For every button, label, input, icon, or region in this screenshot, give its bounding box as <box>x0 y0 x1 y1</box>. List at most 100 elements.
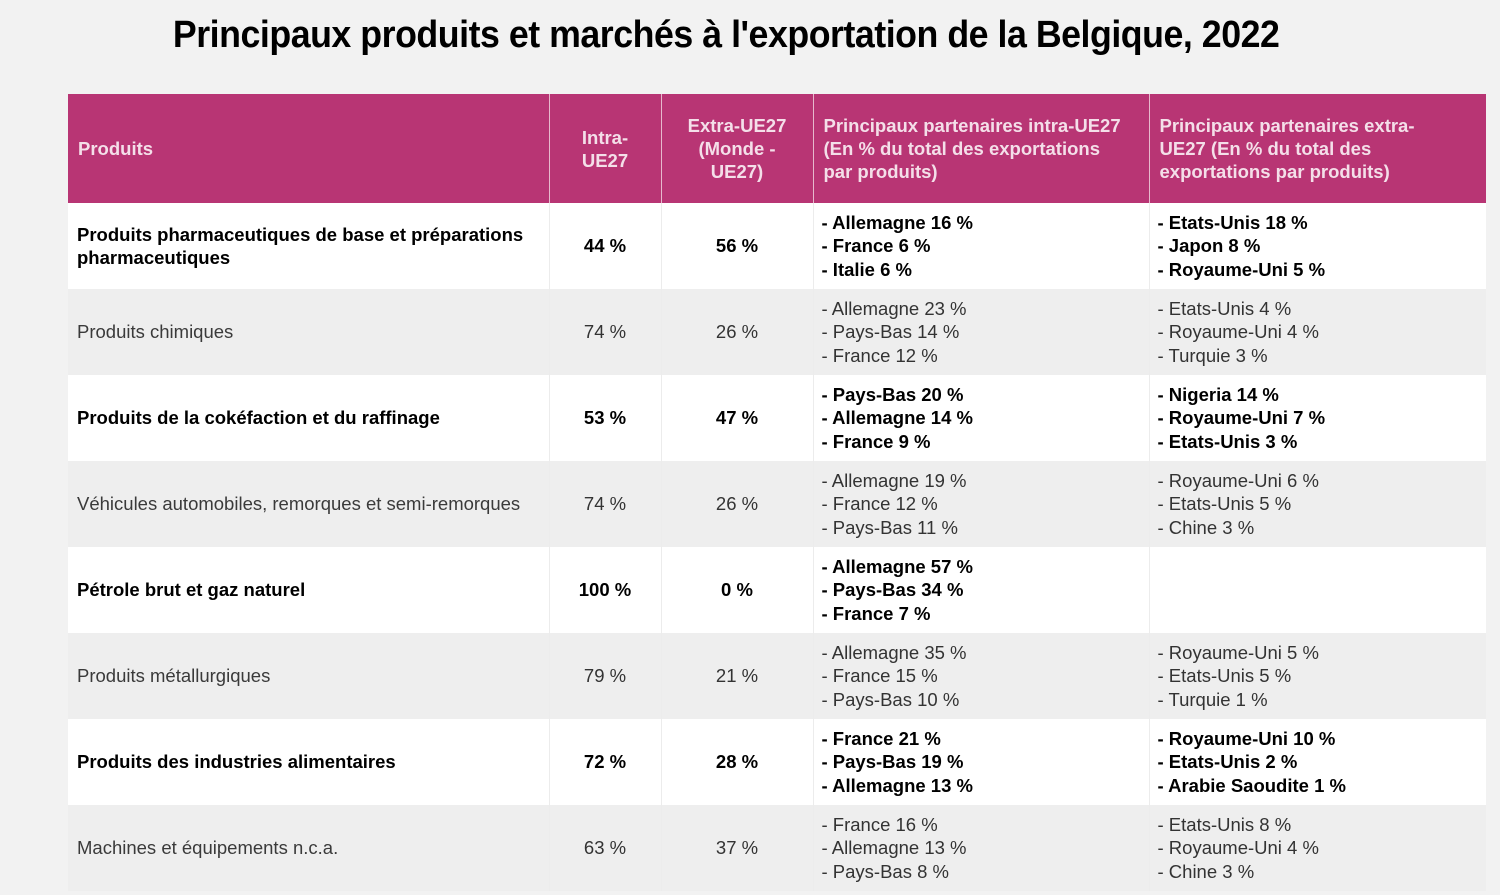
partner-entry: - Allemagne 16 % <box>821 211 973 233</box>
partner-entry: - France 16 % <box>821 813 938 835</box>
cell-partners-intra: - Allemagne 35 % - France 15 % - Pays-Bas … <box>813 633 1150 719</box>
header-partners-extra-text: Principaux partenaires extra-UE27 (En % … <box>1159 115 1415 182</box>
cell-partners-intra: - France 16 % - Allemagne 13 % - Pays-Bas … <box>813 805 1150 891</box>
cell-product: Produits chimiques <box>68 289 550 375</box>
table-row: Produits chimiques 74 % 26 % - Allemagne… <box>68 289 1486 375</box>
partner-entry: - Pays-Bas 11 % <box>821 516 958 538</box>
partner-entry: - Etats-Unis 5 % <box>1157 493 1292 515</box>
partner-entry: - Pays-Bas 14 % <box>821 321 960 343</box>
partner-entry: - Turquie 3 % <box>1157 344 1268 366</box>
cell-intra: 53 % <box>549 375 662 461</box>
table-row: Produits métallurgiques 79 % 21 % - Alle… <box>68 633 1486 719</box>
header-extra-text: Extra-UE27 (Monde - UE27) <box>687 115 787 182</box>
partner-entry: - Royaume-Uni 7 % <box>1157 407 1326 429</box>
partner-entry: - Italie 6 % <box>821 258 912 280</box>
header-intra-text: Intra-UE27 <box>581 126 629 171</box>
cell-partners-extra: - Etats-Unis 18 % - Japon 8 % - Royaume-Un… <box>1149 203 1486 289</box>
partner-entry: - Etats-Unis 5 % <box>1157 665 1292 687</box>
cell-extra: 56 % <box>661 203 814 289</box>
partner-entry: - Royaume-Uni 10 % <box>1157 727 1336 749</box>
partner-entry: - France 7 % <box>821 602 931 624</box>
partner-entry: - Pays-Bas 8 % <box>821 860 950 882</box>
partner-entry: - Chine 3 % <box>1157 860 1255 882</box>
cell-product: Pétrole brut et gaz naturel <box>68 547 550 633</box>
partner-entry: - Allemagne 13 % <box>821 774 973 796</box>
partner-entry: - France 9 % <box>821 430 931 452</box>
cell-product: Produits pharmaceutiques de base et prép… <box>68 203 550 289</box>
cell-intra: 100 % <box>549 547 662 633</box>
partner-entry: - Royaume-Uni 4 % <box>1157 837 1319 859</box>
cell-product: Produits des industries alimentaires <box>68 719 550 805</box>
partner-entry: - Pays-Bas 10 % <box>821 688 960 710</box>
cell-partners-intra: - Pays-Bas 20 % - Allemagne 14 % - France … <box>813 375 1150 461</box>
cell-partners-extra: - Etats-Unis 8 % - Royaume-Uni 4 % - Chine… <box>1149 805 1486 891</box>
partner-entry: - Arabie Saoudite 1 % <box>1157 774 1346 796</box>
partner-entry: - Pays-Bas 19 % <box>821 751 964 773</box>
partner-entry: - Allemagne 19 % <box>821 469 967 491</box>
partner-entry: - Allemagne 13 % <box>821 837 967 859</box>
partner-entry: - Allemagne 14 % <box>821 407 973 429</box>
partner-entry: - France 21 % <box>821 727 941 749</box>
cell-partners-intra: - France 21 % - Pays-Bas 19 % - Allemagne … <box>813 719 1150 805</box>
partner-entry: - Pays-Bas 34 % <box>821 579 964 601</box>
cell-intra: 63 % <box>549 805 662 891</box>
cell-intra: 79 % <box>549 633 662 719</box>
cell-extra: 26 % <box>661 289 814 375</box>
partner-entry: - Chine 3 % <box>1157 516 1255 538</box>
cell-partners-extra: - Royaume-Uni 5 % - Etats-Unis 5 % - Turqu… <box>1149 633 1486 719</box>
partner-entry: - Nigeria 14 % <box>1157 383 1279 405</box>
partner-entry: - Pays-Bas 20 % <box>821 383 964 405</box>
partner-entry: - Etats-Unis 3 % <box>1157 430 1298 452</box>
table-row: Produits de la cokéfaction et du raffina… <box>68 375 1486 461</box>
table-header-row: Produits Intra-UE27 Extra-UE27 (Monde - … <box>68 94 1486 203</box>
partner-entry: - France 15 % <box>821 665 938 687</box>
table-row: Produits des industries alimentaires 72 … <box>68 719 1486 805</box>
cell-partners-intra: - Allemagne 23 % - Pays-Bas 14 % - France … <box>813 289 1150 375</box>
cell-product: Produits de la cokéfaction et du raffina… <box>68 375 550 461</box>
table-row: Machines et équipements n.c.a. 63 % 37 %… <box>68 805 1486 891</box>
cell-partners-extra: - Royaume-Uni 10 % - Etats-Unis 2 % - Arab… <box>1149 719 1486 805</box>
cell-product: Produits métallurgiques <box>68 633 550 719</box>
cell-extra: 47 % <box>661 375 814 461</box>
partner-entry: - Royaume-Uni 5 % <box>1157 258 1326 280</box>
partner-entry: - France 6 % <box>821 235 931 257</box>
cell-partners-intra: - Allemagne 57 % - Pays-Bas 34 % - France … <box>813 547 1150 633</box>
cell-partners-intra: - Allemagne 19 % - France 12 % - Pays-Bas … <box>813 461 1150 547</box>
partner-entry: - Etats-Unis 2 % <box>1157 751 1298 773</box>
header-partners-intra-text: Principaux partenaires intra-UE27 (En % … <box>823 115 1121 182</box>
partner-entry: - Allemagne 35 % <box>821 641 967 663</box>
cell-intra: 72 % <box>549 719 662 805</box>
cell-intra: 44 % <box>549 203 662 289</box>
partner-entry: - Japon 8 % <box>1157 235 1261 257</box>
partner-entry: - Royaume-Uni 6 % <box>1157 469 1319 491</box>
table-row: Pétrole brut et gaz naturel 100 % 0 % - … <box>68 547 1486 633</box>
partner-entry: - Etats-Unis 8 % <box>1157 813 1292 835</box>
cell-extra: 21 % <box>661 633 814 719</box>
header-produits: Produits <box>68 94 550 203</box>
cell-extra: 37 % <box>661 805 814 891</box>
partner-entry: - Etats-Unis 4 % <box>1157 297 1292 319</box>
cell-partners-extra <box>1149 547 1486 633</box>
cell-extra: 28 % <box>661 719 814 805</box>
partner-entry: - France 12 % <box>821 493 938 515</box>
partner-entry: - Allemagne 23 % <box>821 297 967 319</box>
cell-partners-extra: - Royaume-Uni 6 % - Etats-Unis 5 % - Chine… <box>1149 461 1486 547</box>
partner-entry: - Royaume-Uni 5 % <box>1157 641 1319 663</box>
header-extra-ue27: Extra-UE27 (Monde - UE27) <box>661 94 814 203</box>
header-intra-ue27: Intra-UE27 <box>549 94 662 203</box>
partner-entry: - Etats-Unis 18 % <box>1157 211 1308 233</box>
table-row: Produits pharmaceutiques de base et prép… <box>68 203 1486 289</box>
exports-table: Produits Intra-UE27 Extra-UE27 (Monde - … <box>68 94 1486 891</box>
partner-entry: - Allemagne 57 % <box>821 555 973 577</box>
partner-entry: - France 12 % <box>821 344 938 366</box>
header-partners-intra: Principaux partenaires intra-UE27 (En % … <box>813 94 1150 203</box>
cell-product: Machines et équipements n.c.a. <box>68 805 550 891</box>
page-title: Principaux produits et marchés à l'expor… <box>172 14 1280 56</box>
cell-extra: 0 % <box>661 547 814 633</box>
cell-intra: 74 % <box>549 461 662 547</box>
cell-partners-extra: - Nigeria 14 % - Royaume-Uni 7 % - Etats-U… <box>1149 375 1486 461</box>
partner-entry: - Turquie 1 % <box>1157 688 1268 710</box>
cell-intra: 74 % <box>549 289 662 375</box>
cell-partners-extra: - Etats-Unis 4 % - Royaume-Uni 4 % - Turqu… <box>1149 289 1486 375</box>
cell-product: Véhicules automobiles, remorques et semi… <box>68 461 550 547</box>
